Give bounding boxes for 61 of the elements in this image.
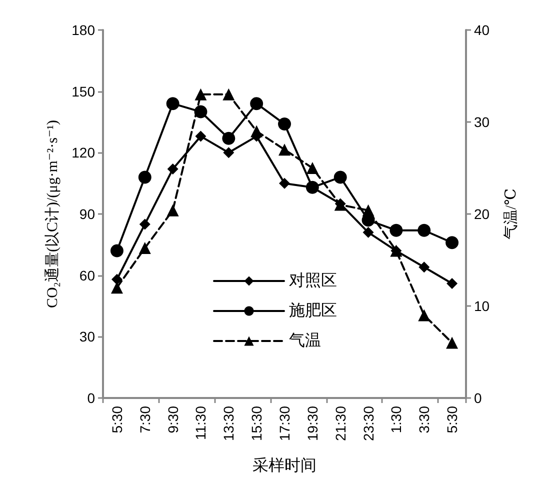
y2-tick-label: 10	[474, 298, 490, 314]
point	[418, 309, 430, 322]
point	[390, 224, 403, 237]
point	[418, 224, 431, 237]
point	[278, 118, 291, 131]
x-tick-label: 7:30	[136, 406, 153, 434]
legend-label: 对照区	[289, 272, 337, 290]
point	[167, 164, 178, 175]
point	[278, 144, 290, 156]
y-tick-label: 0	[87, 390, 96, 406]
point	[362, 204, 374, 216]
point	[279, 178, 290, 189]
x-tick-label: 9:30	[164, 406, 181, 434]
point	[111, 274, 122, 285]
point	[222, 132, 236, 145]
y2-tick-label: 40	[474, 22, 490, 38]
y-tick-label: 90	[79, 206, 96, 222]
legend-label: 施肥区	[289, 302, 337, 320]
point	[222, 88, 235, 100]
legend-label: 气温	[289, 332, 321, 350]
point	[306, 162, 318, 174]
point	[250, 125, 263, 138]
point	[110, 244, 124, 258]
x-tick-label: 13:30	[220, 406, 237, 442]
x-axis-title: 采样时间	[252, 456, 316, 474]
y-tick-label: 150	[72, 83, 96, 100]
x-tick-label: 5:30	[444, 406, 460, 434]
x-tick-label: 19:30	[304, 406, 320, 442]
y-tick-label: 30	[79, 328, 96, 345]
x-tick-label: 17:30	[276, 406, 292, 442]
point	[195, 130, 206, 142]
point	[334, 170, 347, 184]
point	[139, 218, 150, 230]
point	[223, 147, 234, 158]
point	[194, 105, 208, 118]
point	[362, 226, 374, 238]
y2-axis-title: 气温/℃	[502, 188, 520, 240]
y-tick-label: 60	[79, 267, 96, 284]
y-axis-title: CO₂通量(以C计)/(μg·m⁻²·s⁻¹)	[44, 120, 62, 308]
point	[166, 97, 180, 110]
point	[138, 170, 152, 184]
point	[446, 236, 459, 250]
point	[446, 278, 458, 290]
point	[418, 262, 430, 273]
x-tick-label: 15:30	[248, 406, 265, 442]
x-tick-label: 1:30	[388, 406, 404, 434]
y2-tick-label: 20	[474, 206, 490, 222]
y-tick-label: 120	[72, 144, 96, 161]
x-tick-label: 5:30	[108, 406, 125, 434]
point	[166, 204, 179, 216]
y2-tick-label: 30	[474, 114, 490, 130]
x-tick-label: 11:30	[192, 406, 209, 440]
x-tick-label: 23:30	[360, 406, 376, 442]
point	[194, 88, 207, 100]
y-tick-label: 180	[72, 22, 96, 38]
x-tick-label: 3:30	[416, 406, 432, 434]
point	[138, 242, 151, 254]
point	[446, 336, 458, 349]
point	[250, 97, 264, 110]
y2-tick-label: 0	[474, 390, 482, 406]
x-tick-label: 21:30	[332, 406, 348, 442]
